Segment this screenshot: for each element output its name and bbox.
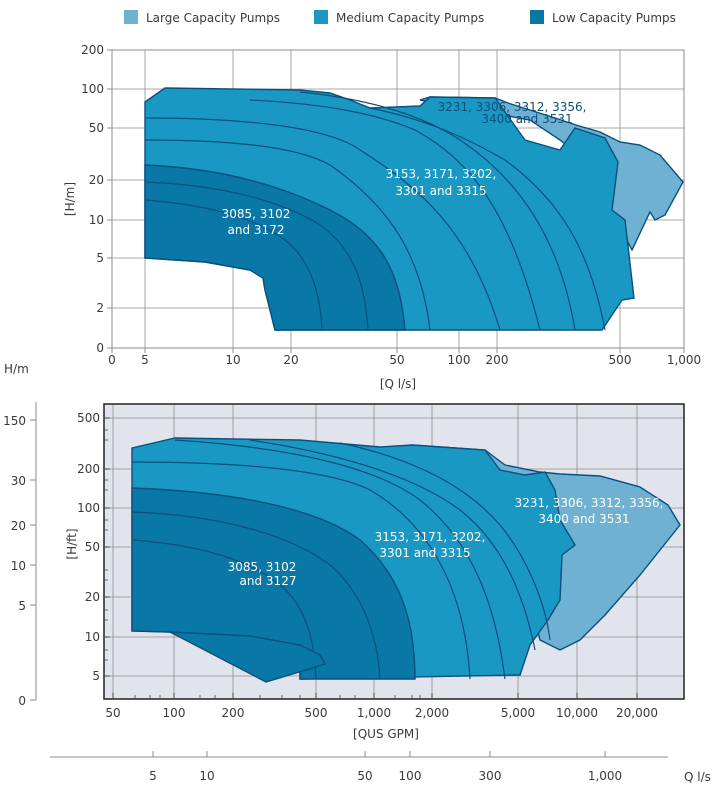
- legend: Large Capacity Pumps Medium Capacity Pum…: [124, 10, 676, 25]
- bottom-axis-tick-label: 1,000: [588, 769, 622, 783]
- lower-x-tick-label: 5,000: [501, 706, 535, 720]
- lower-x-tick-label: 200: [222, 706, 245, 720]
- upper-y-tick-label: 20: [89, 173, 104, 187]
- upper-x-tick-label: 10: [225, 353, 240, 367]
- lower-label-low-line2: and 3127: [240, 574, 297, 588]
- lower-plot-frame: [103, 403, 685, 700]
- left-axis-tick-label: 30: [11, 474, 26, 488]
- legend-swatch-large: [124, 10, 138, 24]
- lower-medium-curves: [131, 439, 551, 680]
- lower-x-tick-label: 100: [163, 706, 186, 720]
- upper-y-tick-label: 200: [81, 43, 104, 57]
- left-axis-tick-label: 20: [11, 519, 26, 533]
- lower-y-tick-label: 50: [85, 540, 100, 554]
- upper-x-tick-label: 20: [283, 353, 298, 367]
- lower-label-large-line1: 3231, 3306, 3312, 3356,: [515, 496, 664, 510]
- upper-y-tick-label: 10: [89, 213, 104, 227]
- legend-label-low: Low Capacity Pumps: [552, 11, 676, 25]
- lower-y-tick-label: 100: [77, 501, 100, 515]
- upper-x-tick-label: 5: [141, 353, 149, 367]
- left-axis-tick-label: 0: [18, 694, 26, 708]
- secondary-left-axis: H/m 150 30 20 10 5 0: [3, 362, 37, 708]
- secondary-bottom-axis: 5 10 50 100 300 1,000 Q l/s: [50, 751, 711, 784]
- lower-label-medium-line2: 3301 and 3315: [379, 546, 470, 560]
- upper-y-tick-label: 2: [96, 301, 104, 315]
- lower-tick-labels: 50 100 200 500 1,000 2,000 5,000 10,000 20,000 5 1…: [77, 411, 658, 720]
- upper-label-low-line2: and 3172: [228, 223, 285, 237]
- left-axis-title: H/m: [4, 362, 29, 376]
- upper-x-tick-label: 0: [108, 353, 116, 367]
- lower-y-axis-label: [H/ft]: [65, 528, 79, 559]
- legend-swatch-medium: [314, 10, 328, 24]
- upper-x-axis-label: [Q l/s]: [380, 377, 416, 391]
- upper-x-tick-label: 100: [448, 353, 471, 367]
- lower-y-tick-label: 200: [77, 462, 100, 476]
- upper-y-tick-label: 0: [96, 341, 104, 355]
- upper-label-large-line1: 3231, 3306, 3312, 3356,: [438, 100, 587, 114]
- lower-y-tick-label: 5: [92, 669, 100, 683]
- lower-y-tick-label: 10: [85, 630, 100, 644]
- lower-x-tick-label: 20,000: [616, 706, 658, 720]
- upper-x-tick-label: 1,000: [667, 353, 701, 367]
- legend-label-large: Large Capacity Pumps: [146, 11, 280, 25]
- left-axis-tick-label: 5: [18, 599, 26, 613]
- left-axis-tick-label: 10: [11, 559, 26, 573]
- upper-y-tick-label: 100: [81, 82, 104, 96]
- bottom-axis-tick-label: 50: [357, 769, 372, 783]
- lower-x-tick-label: 1,000: [357, 706, 391, 720]
- lower-x-tick-label: 2,000: [415, 706, 449, 720]
- bottom-axis-tick-label: 300: [479, 769, 502, 783]
- upper-label-medium-line2: 3301 and 3315: [395, 184, 486, 198]
- upper-x-tick-label: 50: [389, 353, 404, 367]
- upper-low-curves: [144, 181, 369, 331]
- lower-x-axis-label: [QUS GPM]: [353, 727, 419, 741]
- lower-label-medium-line1: 3153, 3171, 3202,: [375, 530, 486, 544]
- lower-label-low-line1: 3085, 3102: [228, 560, 297, 574]
- bottom-axis-title: Q l/s: [684, 770, 711, 784]
- upper-y-tick-label: 50: [89, 121, 104, 135]
- upper-plot-frame: [111, 49, 685, 349]
- lower-y-tick-label: 20: [85, 590, 100, 604]
- lower-region-low: [131, 487, 416, 680]
- legend-label-medium: Medium Capacity Pumps: [336, 11, 484, 25]
- lower-x-tick-label: 500: [305, 706, 328, 720]
- upper-x-tick-label: 200: [486, 353, 509, 367]
- lower-region-low-tail: [169, 631, 327, 683]
- upper-tick-labels: 0 5 10 20 50 100 200 500 1,000 0 2 5 10 20 50 100 200: [81, 43, 701, 367]
- left-axis-ticks: 150 30 20 10 5 0: [3, 414, 36, 708]
- bottom-axis-tick-label: 5: [149, 769, 157, 783]
- bottom-axis-tick-label: 100: [399, 769, 422, 783]
- legend-swatch-low: [530, 10, 544, 24]
- upper-label-medium-line1: 3153, 3171, 3202,: [386, 167, 497, 181]
- lower-y-tick-label: 500: [77, 411, 100, 425]
- upper-x-tick-label: 500: [609, 353, 632, 367]
- upper-y-tick-label: 5: [96, 251, 104, 265]
- lower-x-tick-label: 50: [105, 706, 120, 720]
- upper-chart: 0 5 10 20 50 100 200 500 1,000 0 2 5 10 20 50 100 200 32…: [63, 43, 701, 391]
- lower-chart: 50 100 200 500 1,000 2,000 5,000 10,000 20,000 5 1…: [65, 403, 685, 741]
- upper-label-low-line1: 3085, 3102: [222, 207, 291, 221]
- upper-y-axis-label: [H/m]: [63, 182, 77, 216]
- lower-label-large-line2: 3400 and 3531: [538, 512, 629, 526]
- upper-region-low: [144, 164, 406, 331]
- upper-label-large-line2: 3400 and 3531: [481, 112, 572, 126]
- bottom-axis-ticks: 5 10 50 100 300 1,000: [149, 751, 622, 783]
- lower-x-tick-label: 10,000: [556, 706, 598, 720]
- bottom-axis-tick-label: 10: [199, 769, 214, 783]
- left-axis-tick-label: 150: [3, 414, 26, 428]
- lower-low-curves: [131, 511, 381, 680]
- upper-medium-curves: [144, 91, 606, 331]
